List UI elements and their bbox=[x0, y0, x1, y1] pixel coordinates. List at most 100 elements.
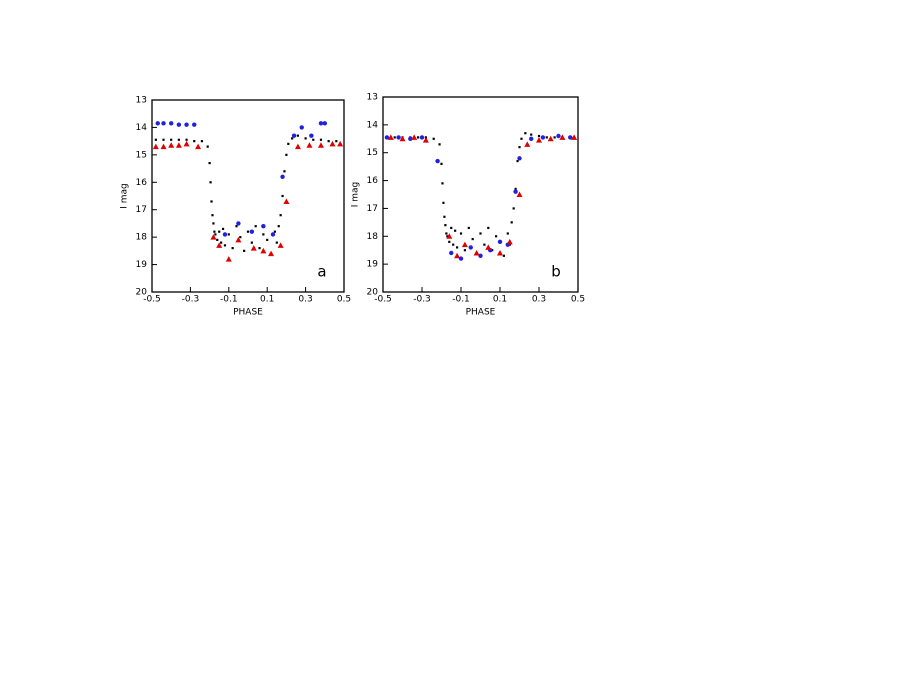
point bbox=[185, 138, 188, 141]
y-tick-label: 17 bbox=[367, 204, 378, 214]
y-tick-label: 18 bbox=[367, 232, 379, 242]
point bbox=[524, 141, 531, 147]
y-axis-label: I mag bbox=[120, 183, 130, 209]
point bbox=[168, 142, 175, 148]
point bbox=[231, 247, 234, 250]
x-tick-label: 0.3 bbox=[298, 295, 312, 305]
point bbox=[176, 122, 182, 127]
point bbox=[243, 249, 246, 252]
x-tick-label: -0.5 bbox=[143, 295, 161, 305]
point bbox=[273, 230, 276, 233]
point bbox=[235, 236, 242, 243]
x-tick-label: -0.3 bbox=[413, 295, 431, 305]
point bbox=[479, 232, 482, 235]
point bbox=[467, 226, 470, 230]
point bbox=[445, 232, 448, 235]
point bbox=[236, 221, 241, 226]
point bbox=[399, 135, 406, 142]
point bbox=[553, 136, 556, 139]
point bbox=[419, 135, 425, 140]
point bbox=[270, 232, 276, 237]
point bbox=[211, 214, 214, 217]
point bbox=[524, 132, 527, 135]
point bbox=[530, 133, 533, 136]
point bbox=[210, 234, 217, 240]
point bbox=[438, 143, 441, 146]
point bbox=[456, 246, 459, 249]
point bbox=[468, 245, 473, 250]
y-tick-label: 15 bbox=[367, 148, 378, 158]
y-tick-label: 19 bbox=[367, 260, 379, 270]
point bbox=[411, 134, 418, 140]
point bbox=[384, 135, 390, 140]
plot-frame bbox=[151, 99, 345, 293]
point bbox=[387, 134, 394, 140]
point bbox=[235, 225, 238, 228]
point bbox=[317, 142, 324, 148]
point bbox=[318, 121, 324, 126]
point bbox=[227, 233, 230, 236]
point bbox=[516, 159, 519, 163]
y-tick-label: 20 bbox=[136, 288, 148, 298]
point bbox=[446, 233, 453, 239]
point bbox=[160, 143, 167, 150]
y-tick-label: 17 bbox=[136, 205, 147, 215]
point bbox=[225, 256, 232, 262]
y-tick-label: 18 bbox=[136, 233, 148, 243]
y-axis-label: I mag bbox=[351, 182, 361, 208]
point bbox=[195, 143, 202, 150]
point bbox=[448, 240, 451, 243]
point bbox=[213, 230, 216, 233]
point bbox=[154, 138, 157, 141]
y-tick-label: 20 bbox=[367, 288, 379, 298]
point bbox=[337, 140, 344, 147]
plot-frame bbox=[382, 96, 579, 293]
y-tick-label: 16 bbox=[136, 178, 148, 188]
point bbox=[432, 137, 435, 140]
point bbox=[309, 133, 314, 138]
point bbox=[442, 201, 445, 204]
point bbox=[261, 223, 266, 229]
point bbox=[540, 135, 546, 140]
point bbox=[285, 153, 288, 156]
point bbox=[220, 241, 223, 244]
point bbox=[516, 191, 523, 197]
point bbox=[518, 146, 521, 149]
x-axis-label: PHASE bbox=[466, 308, 496, 318]
point bbox=[221, 227, 225, 231]
point bbox=[246, 230, 250, 233]
point bbox=[495, 235, 498, 238]
point bbox=[209, 181, 212, 184]
panel-label: b bbox=[551, 263, 561, 281]
point bbox=[322, 121, 327, 126]
point bbox=[214, 233, 217, 236]
point bbox=[422, 137, 429, 143]
point bbox=[200, 140, 204, 143]
point bbox=[497, 239, 503, 245]
point bbox=[155, 121, 160, 126]
point bbox=[454, 229, 457, 232]
x-tick-label: -0.3 bbox=[182, 295, 200, 305]
point bbox=[296, 134, 300, 137]
point bbox=[471, 237, 474, 241]
point bbox=[463, 249, 466, 252]
x-tick-label: 0.1 bbox=[260, 295, 274, 305]
point bbox=[258, 247, 261, 250]
point bbox=[170, 138, 173, 141]
point bbox=[319, 138, 323, 141]
point bbox=[210, 200, 213, 203]
point bbox=[193, 140, 196, 143]
point bbox=[520, 137, 523, 140]
point bbox=[458, 256, 464, 261]
point bbox=[277, 242, 284, 248]
point bbox=[487, 226, 490, 230]
y-tick-label: 13 bbox=[136, 96, 147, 106]
point bbox=[291, 133, 297, 138]
point bbox=[485, 244, 492, 250]
point bbox=[260, 247, 267, 254]
point bbox=[556, 133, 561, 139]
point bbox=[216, 242, 223, 248]
point bbox=[335, 140, 338, 143]
point bbox=[461, 241, 468, 248]
point bbox=[212, 222, 215, 225]
